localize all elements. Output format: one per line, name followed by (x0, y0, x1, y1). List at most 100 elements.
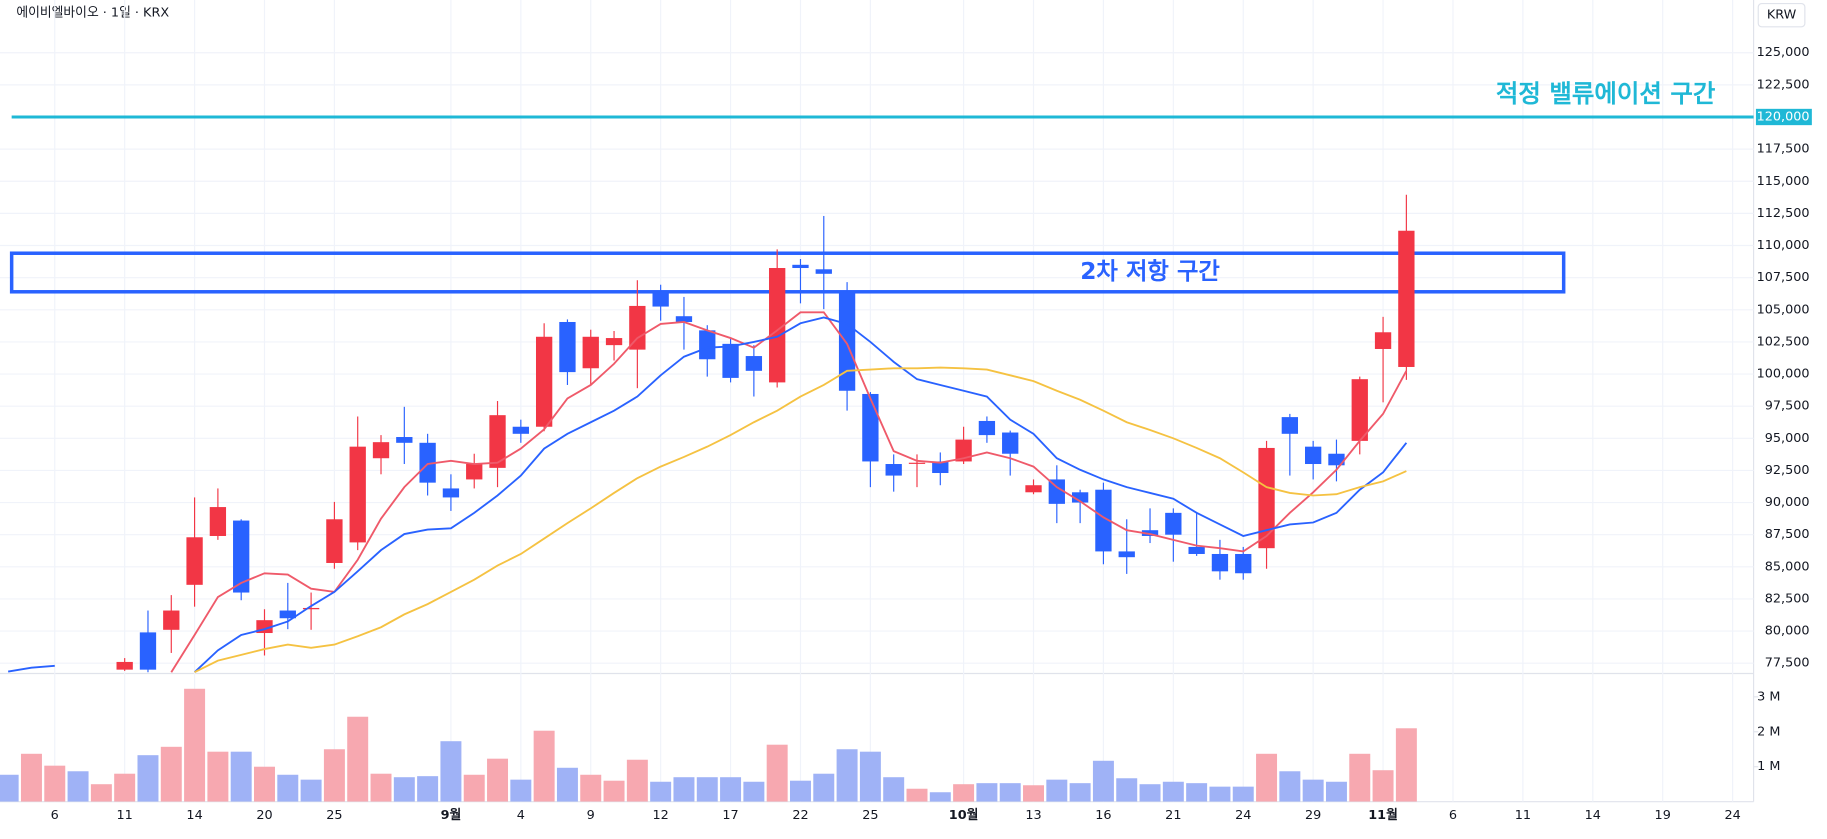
candles-layer (116, 194, 1415, 673)
volume-bar (953, 784, 975, 802)
volume-bar (976, 783, 998, 802)
x-tick-label: 29 (1305, 808, 1321, 823)
candle-body (675, 316, 693, 322)
volume-bar (207, 751, 229, 802)
candle-body (1095, 489, 1112, 552)
x-tick-label: 9 (587, 808, 595, 823)
volume-bar (160, 746, 182, 802)
x-tick-label: 13 (1025, 808, 1041, 823)
moving-average (8, 316, 1408, 673)
resistance-label: 2차 저항 구간 (1080, 258, 1220, 285)
candle-body (932, 461, 949, 474)
x-tick-label: 17 (722, 808, 738, 823)
candle-body (699, 330, 716, 360)
volume-bar (743, 781, 765, 802)
x-tick-label: 25 (862, 808, 878, 823)
volume-bar (1232, 786, 1254, 802)
x-tick-label: 11월 (1368, 807, 1398, 823)
candle-body (116, 661, 133, 670)
candle-body (559, 321, 576, 373)
volume-bar (1209, 786, 1231, 802)
y-tick-label: 105,000 (1757, 302, 1810, 317)
volume-bar (1325, 781, 1347, 802)
volume-bar (1256, 753, 1278, 802)
volume-bar (1092, 760, 1114, 802)
candle-body (1002, 432, 1019, 454)
vol-layer (0, 688, 1417, 802)
volume-bar (789, 780, 811, 802)
y-tick-label: 92,500 (1765, 463, 1810, 478)
y-tick-label: 112,500 (1757, 206, 1810, 221)
volume-bar (277, 774, 299, 802)
x-tick-label: 22 (792, 808, 808, 823)
moving-average (194, 366, 1407, 674)
volume-bar (1186, 783, 1208, 802)
volume-bar (603, 780, 625, 802)
valuation-badge-label: 120,000 (1757, 109, 1810, 124)
volume-bar (440, 741, 462, 802)
candle-body (722, 343, 739, 378)
currency-label[interactable]: KRW (1767, 8, 1797, 23)
candle-body (955, 439, 972, 462)
volume-bar (883, 777, 905, 802)
volume-bar (487, 758, 509, 802)
volume-bar (999, 783, 1021, 802)
candle-body (1118, 551, 1135, 558)
currency-button[interactable] (1757, 2, 1806, 28)
candle-body (885, 464, 902, 476)
candle-body (1305, 446, 1322, 465)
valuation-badge (1755, 108, 1812, 126)
candle-body (792, 264, 809, 269)
x-tick-label: 19 (1655, 808, 1671, 823)
x-tick-label: 25 (326, 808, 342, 823)
candle-body (489, 415, 506, 468)
volume-bar (580, 774, 602, 802)
volume-bar (417, 776, 439, 802)
volume-bar (813, 773, 835, 802)
y-tick-label: 97,500 (1765, 399, 1810, 414)
x-tick-label: 14 (186, 808, 202, 823)
candle-body (582, 336, 599, 369)
candle-body (302, 607, 320, 610)
volume-bar (323, 749, 345, 802)
chart-title: 에이비엘바이오 · 1일 · KRX (16, 5, 169, 20)
y-tick-label: 100,000 (1757, 367, 1810, 382)
volume-bar (184, 688, 206, 802)
candle-body (326, 519, 343, 563)
candle-body (1188, 546, 1205, 554)
valuation-label: 적정 밸류에이션 구간 (1496, 79, 1716, 108)
x-tick-label: 6 (1449, 808, 1457, 823)
candle-body (1048, 479, 1065, 504)
candle-body (1398, 230, 1415, 367)
volume-bar (836, 749, 858, 802)
candle-body (908, 462, 926, 464)
candle-body (209, 507, 227, 536)
x-tick-label: 14 (1585, 808, 1601, 823)
candle-body (838, 291, 856, 391)
volume-bar (1349, 753, 1371, 802)
resistance-box (9, 251, 1566, 294)
volume-bar (1162, 781, 1184, 802)
volume-bar (393, 777, 415, 802)
candle-body (1071, 492, 1089, 503)
volume-bar (1069, 783, 1091, 802)
y-tick-label: 85,000 (1765, 559, 1810, 574)
y-tick-label: 117,500 (1757, 142, 1810, 157)
volume-bar (300, 779, 322, 802)
candle-body (535, 336, 553, 427)
candle-body (745, 356, 763, 371)
volume-bar (463, 774, 485, 802)
volume-bar (510, 779, 532, 802)
volume-bar (67, 771, 89, 802)
candle-body (1351, 379, 1368, 441)
volume-bar (673, 777, 695, 802)
candle-body (372, 442, 390, 459)
y-tick-label: 125,000 (1757, 45, 1810, 60)
candle-body (652, 291, 669, 307)
x-tick-label: 16 (1095, 808, 1111, 823)
candle-body (1025, 485, 1042, 493)
volume-bar (44, 765, 66, 802)
y-tick-label: 95,000 (1765, 431, 1810, 446)
volume-bar (859, 751, 881, 802)
x-tick-label: 11 (1515, 808, 1531, 823)
